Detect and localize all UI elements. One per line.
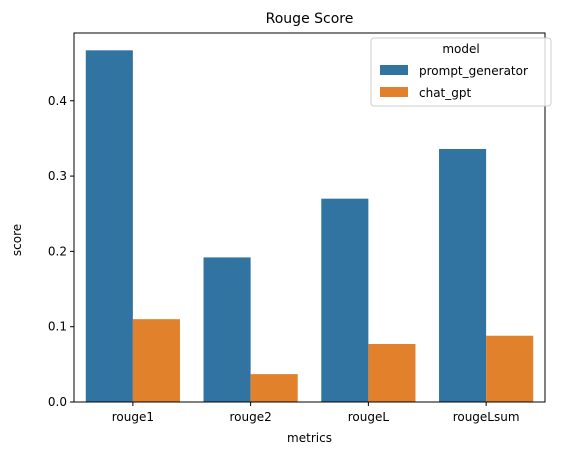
y-tick-label: 0.1 — [48, 320, 67, 334]
y-tick-label: 0.2 — [48, 244, 67, 258]
legend-label-chat-gpt: chat_gpt — [419, 86, 471, 100]
bar-chat-gpt-rouge1 — [132, 319, 180, 402]
chart-title: Rouge Score — [266, 11, 354, 27]
bar-prompt-generator-rougel — [321, 198, 369, 402]
legend-label-prompt-generator: prompt_generator — [419, 64, 528, 78]
x-tick-label: rougeL — [348, 410, 390, 424]
y-tick-label: 0.0 — [48, 395, 67, 409]
legend-swatch-prompt-generator — [380, 65, 408, 75]
x-tick-label: rouge1 — [112, 410, 154, 424]
x-tick-label: rouge2 — [229, 410, 271, 424]
x-tick-label: rougeLsum — [453, 410, 520, 424]
bar-prompt-generator-rouge1 — [85, 50, 133, 403]
y-axis-ticks: 0.0 0.1 0.2 0.3 0.4 — [48, 94, 74, 409]
bar-chat-gpt-rougelsum — [486, 335, 534, 402]
legend-title: model — [442, 42, 479, 56]
plot-frame — [73, 32, 546, 403]
x-axis-ticks: rouge1 rouge2 rougeL rougeLsum — [112, 402, 520, 424]
y-tick-label: 0.4 — [48, 94, 67, 108]
bar-chat-gpt-rouge2 — [250, 374, 298, 402]
y-tick-label: 0.3 — [48, 169, 67, 183]
legend: model prompt_generator chat_gpt — [370, 37, 552, 107]
legend-items: prompt_generator chat_gpt — [380, 64, 528, 100]
bar-prompt-generator-rougelsum — [439, 148, 487, 402]
legend-box — [370, 37, 552, 107]
legend-swatch-chat-gpt — [380, 87, 408, 97]
plot-area: 0.0 0.1 0.2 0.3 0.4 rouge1 rouge2 rougeL rougeL… — [48, 32, 546, 424]
bar-prompt-generator-rouge2 — [203, 257, 251, 402]
bars-group — [85, 50, 534, 403]
x-axis-label: metrics — [287, 431, 332, 445]
y-axis-label: score — [10, 224, 24, 256]
bar-chat-gpt-rougel — [368, 344, 416, 402]
